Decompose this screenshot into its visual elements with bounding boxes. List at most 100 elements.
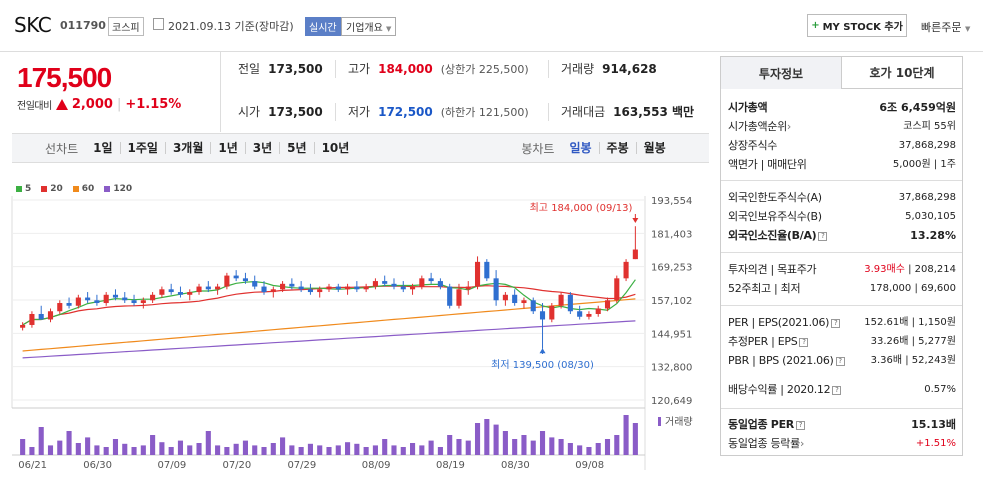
candle-body <box>391 283 397 287</box>
volume-bar <box>103 447 109 455</box>
legend-item: 60 <box>72 184 94 194</box>
volume-bar <box>205 431 211 455</box>
ma-legend: 5 20 60 120 <box>16 184 132 194</box>
divider <box>548 103 549 121</box>
target-value: 208,214 <box>914 264 956 275</box>
row-opinion: 투자의견 | 목표주가 3.93매수 | 208,214 <box>728 263 956 276</box>
up-triangle-icon <box>55 99 68 110</box>
volume-bar <box>539 431 546 455</box>
period-1w[interactable]: 1주일 <box>119 142 165 154</box>
volume-bar <box>335 445 341 455</box>
volume-bar <box>530 440 536 455</box>
row-label: 동일업종 등락률 <box>728 437 800 450</box>
tab-quote-10[interactable]: 호가 10단계 <box>842 57 962 89</box>
stat-low: 저가 172,500 (하한가 121,500) <box>348 103 529 120</box>
row-pbr: PBR | BPS (2021.06)? 3.36배 | 52,243원 <box>728 353 956 369</box>
period-monthly[interactable]: 월봉 <box>635 142 673 154</box>
help-icon[interactable]: ? <box>795 420 805 430</box>
candle-body <box>233 275 239 279</box>
my-stock-add-button[interactable]: + MY STOCK 추가 <box>807 14 907 37</box>
candle-body <box>289 283 295 287</box>
row-label: 동일업종 PER <box>728 418 794 431</box>
volume-bar <box>363 447 369 455</box>
row-face-value: 액면가 | 매매단위 5,000원 | 1주 <box>728 157 956 173</box>
row-value: 5,000원 | 1주 <box>892 159 956 170</box>
quick-order-button[interactable]: 빠른주문 ▼ <box>921 19 970 35</box>
ma-line-120 <box>22 320 636 359</box>
realtime-button[interactable]: 실시간 <box>305 17 341 36</box>
candle-body <box>595 308 601 314</box>
legend-label: 20 <box>50 184 63 194</box>
volume-bar <box>177 440 184 455</box>
legend-label: 5 <box>25 184 32 194</box>
candle-body <box>586 313 592 317</box>
row-value: 37,868,298 <box>898 192 956 203</box>
info-tabs: 투자정보 호가 10단계 <box>721 57 962 89</box>
candle-body <box>604 300 611 309</box>
volume-bar <box>38 427 44 455</box>
divider <box>335 103 336 121</box>
legend-item: 120 <box>104 184 132 194</box>
help-icon[interactable]: ? <box>835 356 845 366</box>
candle-body <box>252 281 258 287</box>
row-est-per: 추정PER | EPS? 33.26배 | 5,277원 <box>728 334 956 350</box>
volume-bar <box>372 445 378 455</box>
help-icon[interactable]: ? <box>831 318 841 328</box>
row-value: 37,868,298 <box>898 140 956 151</box>
volume-bar <box>47 445 54 455</box>
y-tick-label: 193,554 <box>651 196 692 207</box>
volume-bar <box>122 443 128 455</box>
period-5y[interactable]: 5년 <box>279 142 313 154</box>
candle-body <box>335 286 341 290</box>
row-value: 3.36배 | 52,243원 <box>870 355 956 366</box>
period-1y[interactable]: 1년 <box>210 142 244 154</box>
period-weekly[interactable]: 주봉 <box>598 142 636 154</box>
period-daily[interactable]: 일봉 <box>569 141 592 155</box>
candle-body <box>502 294 508 301</box>
volume-bar <box>280 437 286 455</box>
volume-legend-swatch <box>658 417 661 426</box>
period-1d[interactable]: 1일 <box>93 141 113 155</box>
stat-label: 전일 <box>238 62 261 76</box>
divider <box>548 60 549 78</box>
candle-body <box>242 278 249 282</box>
stat-prev: 전일 173,500 <box>238 60 323 77</box>
candle-body <box>428 278 434 282</box>
volume-bar <box>252 445 258 455</box>
volume-bar <box>512 439 518 455</box>
period-10y[interactable]: 10년 <box>313 142 357 154</box>
y-tick-label: 120,649 <box>651 396 692 407</box>
market-badge: 코스피 <box>108 17 144 36</box>
help-icon[interactable]: ? <box>799 337 809 347</box>
row-label: 외국인한도주식수(A) <box>728 191 822 204</box>
candle-body <box>187 292 193 295</box>
volume-bar <box>85 437 91 455</box>
y-tick-label: 132,800 <box>651 363 692 374</box>
candle-body <box>530 300 536 312</box>
help-icon[interactable]: ? <box>832 385 842 395</box>
divider <box>721 408 962 409</box>
period-3m[interactable]: 3개월 <box>164 142 210 154</box>
company-info-dropdown[interactable]: 기업개요 ▼ <box>341 17 397 36</box>
volume-bar <box>614 435 620 455</box>
stat-limit: (상한가 225,500) <box>440 63 529 76</box>
stat-label: 저가 <box>348 105 371 119</box>
stat-label: 시가 <box>238 105 261 119</box>
volume-bar <box>493 424 499 455</box>
current-price: 175,500 <box>17 62 112 93</box>
company-info-label: 기업개요 <box>346 23 383 34</box>
row-per: PER | EPS(2021.06)? 152.61배 | 1,150원 <box>728 315 956 331</box>
candle-body <box>103 294 109 304</box>
candle-body <box>400 286 406 290</box>
volume-bar <box>29 447 35 455</box>
row-label: 외국인소진율(B/A) <box>728 229 817 242</box>
volume-bar <box>159 442 165 455</box>
period-3y[interactable]: 3년 <box>244 142 279 154</box>
candle-body <box>131 300 137 304</box>
volume-bar <box>447 435 453 455</box>
help-icon[interactable]: ? <box>818 231 828 241</box>
price-chart[interactable]: 거래량 193,554 181,403 169,253 157,102 144,951 1… <box>0 190 712 477</box>
volume-bar <box>465 440 471 455</box>
row-label: 52주최고 | 최저 <box>728 282 801 295</box>
tab-investment-info[interactable]: 투자정보 <box>721 57 842 89</box>
